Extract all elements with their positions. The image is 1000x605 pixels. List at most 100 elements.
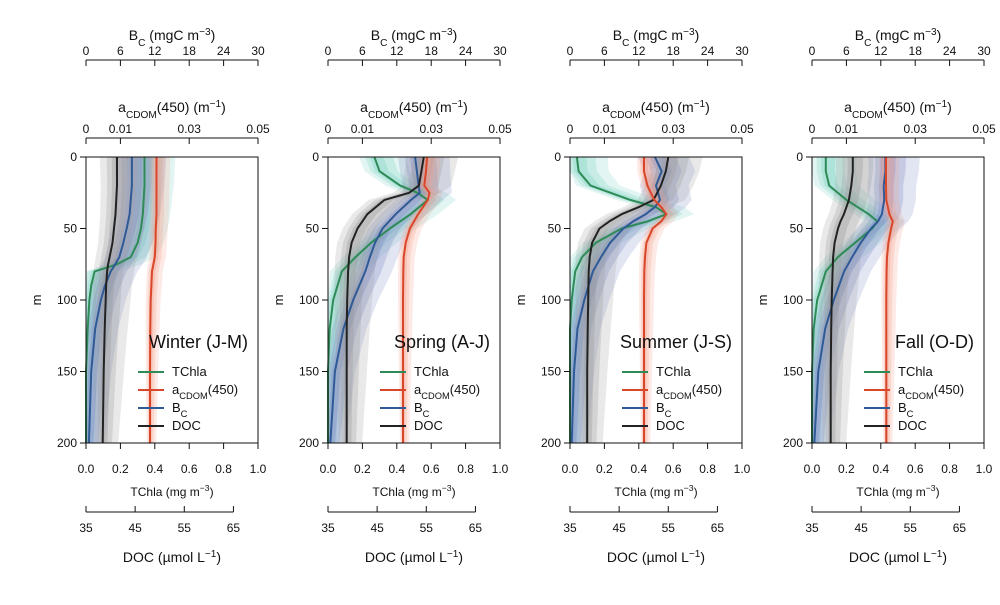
doc-axis-tick-label: 45: [370, 521, 384, 535]
doc-band: [827, 157, 864, 443]
legend-label-bc: BC: [656, 400, 672, 419]
doc-line: [345, 156, 425, 443]
doc-axis-tick-label: 65: [711, 521, 725, 535]
depth-axis-label: m: [29, 295, 44, 306]
cdom-axis-tick-label: 0: [567, 122, 574, 136]
cdom-axis-tick-label: 0.01: [351, 122, 375, 136]
tchla-tick-label: 0.8: [215, 462, 232, 476]
cdom-axis-tick-label: 0.01: [109, 122, 133, 136]
panel-1: 0 50 100 150 200 m 0.0 0.2 0.4 0.6 0.8 1.0 TChla (mg…: [29, 27, 270, 566]
depth-axis-label: m: [513, 295, 528, 306]
legend-label-cdom: aCDOM(450): [172, 382, 238, 401]
bc-axis-tick-label: 0: [83, 44, 90, 58]
cdom-axis-tick-label: 0.03: [662, 122, 686, 136]
tchla-tick-label: 0.6: [907, 462, 924, 476]
cdom-line: [885, 157, 894, 443]
doc-band: [580, 157, 689, 443]
tchla-tick-label: 0.4: [388, 462, 405, 476]
depth-tick-label: 0: [554, 150, 561, 164]
bc-axis-tick-label: 12: [874, 44, 888, 58]
tchla-tick-label: 0.2: [354, 462, 371, 476]
bc-axis-label: BC (mgC m−3): [371, 27, 457, 49]
bc-axis-tick-label: 30: [493, 44, 507, 58]
legend-label-tchla: TChla: [898, 364, 933, 379]
doc-line: [101, 157, 118, 444]
depth-tick-label: 0: [70, 150, 77, 164]
tchla-tick-label: 0.0: [804, 462, 821, 476]
bc-axis-tick-label: 18: [425, 44, 439, 58]
doc-axis-tick-label: 45: [612, 521, 626, 535]
tchla-band: [86, 157, 176, 443]
tchla-tick-label: 0.0: [78, 462, 95, 476]
panel-title: Winter (J-M): [149, 332, 248, 352]
legend-label-tchla: TChla: [656, 364, 691, 379]
depth-tick-label: 200: [783, 436, 803, 450]
bc-axis-tick-label: 30: [977, 44, 991, 58]
cdom-axis-tick-label: 0.05: [488, 122, 512, 136]
bc-axis-tick-label: 6: [843, 44, 850, 58]
depth-tick-label: 150: [541, 365, 561, 379]
cdom-axis-tick-label: 0.03: [178, 122, 202, 136]
tchla-tick-label: 1.0: [492, 462, 509, 476]
tchla-tick-label: 0.2: [838, 462, 855, 476]
bc-axis-tick-label: 24: [943, 44, 957, 58]
legend-label-bc: BC: [172, 400, 188, 419]
panel-title: Spring (A-J): [394, 332, 490, 352]
doc-band: [584, 157, 679, 443]
doc-band: [100, 157, 128, 443]
bc-axis-tick-label: 0: [809, 44, 816, 58]
tchla-band: [86, 157, 154, 443]
bc-band: [812, 157, 896, 443]
bc-axis-tick-label: 0: [325, 44, 332, 58]
bc-axis-tick-label: 24: [459, 44, 473, 58]
bc-axis-label: BC (mgC m−3): [129, 27, 215, 49]
tchla-tick-label: 0.6: [423, 462, 440, 476]
doc-axis-tick-label: 35: [563, 521, 577, 535]
doc-band: [334, 157, 459, 443]
depth-tick-label: 50: [306, 222, 320, 236]
tchla-tick-label: 0.0: [562, 462, 579, 476]
doc-axis-tick-label: 65: [953, 521, 967, 535]
legend-label-bc: BC: [898, 400, 914, 419]
panel-title: Fall (O-D): [895, 332, 974, 352]
cdom-axis-tick-label: 0.05: [730, 122, 754, 136]
depth-tick-label: 50: [790, 222, 804, 236]
cdom-line: [149, 157, 158, 443]
doc-axis-label: DOC (µmol L−1): [123, 549, 221, 566]
tchla-tick-label: 0.4: [872, 462, 889, 476]
tchla-tick-label: 0.6: [665, 462, 682, 476]
bc-line: [87, 157, 133, 444]
legend-label-tchla: TChla: [172, 364, 207, 379]
tchla-tick-label: 0.4: [146, 462, 163, 476]
tchla-tick-label: 0.6: [181, 462, 198, 476]
bc-axis-label: BC (mgC m−3): [855, 27, 941, 49]
tchla-tick-label: 0.4: [630, 462, 647, 476]
legend-label-bc: BC: [414, 400, 430, 419]
cdom-axis-tick-label: 0.05: [972, 122, 996, 136]
depth-tick-label: 0: [312, 150, 319, 164]
depth-tick-label: 150: [783, 365, 803, 379]
depth-tick-label: 100: [783, 293, 803, 307]
bc-axis-tick-label: 6: [117, 44, 124, 58]
depth-tick-label: 100: [541, 293, 561, 307]
legend-label-cdom: aCDOM(450): [414, 382, 480, 401]
bc-axis-tick-label: 24: [217, 44, 231, 58]
doc-axis-tick-label: 55: [904, 521, 918, 535]
bc-axis-tick-label: 6: [601, 44, 608, 58]
doc-axis-tick-label: 55: [420, 521, 434, 535]
tchla-tick-label: 0.0: [320, 462, 337, 476]
tchla-tick-label: 0.2: [112, 462, 129, 476]
cdom-axis-tick-label: 0: [809, 122, 816, 136]
doc-axis-tick-label: 35: [321, 521, 335, 535]
tchla-line: [811, 157, 879, 443]
depth-tick-label: 100: [57, 293, 77, 307]
bc-axis-tick-label: 18: [183, 44, 197, 58]
doc-axis-label: DOC (µmol L−1): [607, 549, 705, 566]
doc-band: [575, 157, 703, 443]
doc-axis-tick-label: 55: [178, 521, 192, 535]
cdom-axis-tick-label: 0.03: [904, 122, 928, 136]
cdom-line: [643, 157, 668, 443]
doc-band: [339, 157, 445, 443]
